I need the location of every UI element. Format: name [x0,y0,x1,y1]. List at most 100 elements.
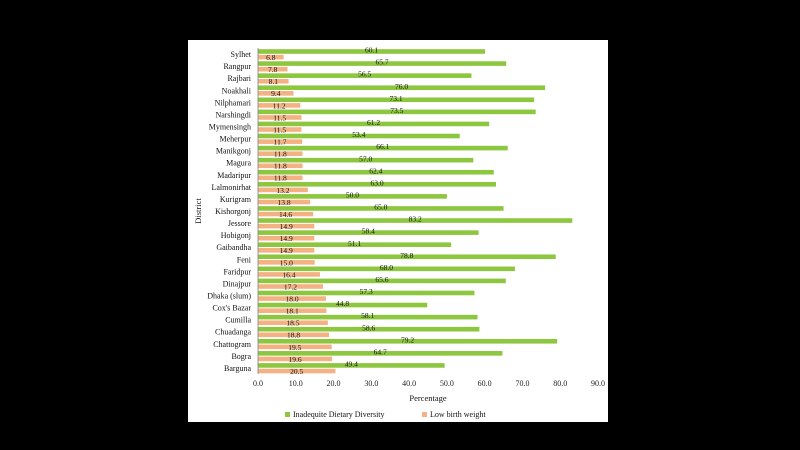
bar-dietary-diversity-hobigonj [258,230,479,235]
bar-low-birth-weight-madaripur [258,175,303,181]
bar-dietary-diversity-cox-s-bazar [258,302,428,308]
y-axis-title: District [193,198,203,224]
x-tick-label: 60.0 [478,379,492,388]
category-label-meherpur: Meherpur [219,135,251,144]
data-label-low-birth-weight-chattogram: 19.5 [288,343,301,352]
bar-low-birth-weight-lalmonirhat [258,187,308,193]
bar-low-birth-weight-chuadanga [258,332,330,338]
category-label-kishorgonj: Kishorgonj [215,207,251,216]
bars-layer [258,49,573,374]
bar-chart: 60.1 6.8 65.7 7.8 56.5 8.1 76.0 9.4 73.1 11.2 73.5… [193,46,605,419]
data-label-low-birth-weight-rajbari: 8.1 [269,77,279,86]
x-axis-title: Percentage [409,393,447,403]
data-label-dietary-diversity-narshingdi: 73.5 [390,106,403,115]
data-label-dietary-diversity-dhaka-slum: 57.3 [360,287,373,296]
data-label-dietary-diversity-gaibandha: 51.1 [348,239,361,248]
category-label-dinajpur: Dinajpur [223,279,252,288]
category-label-kurigram: Kurigram [220,195,252,204]
data-label-low-birth-weight-rangpur: 7.8 [268,65,278,74]
bar-low-birth-weight-dhaka-slum [258,296,326,301]
category-label-cox-s-bazar: Cox's Bazar [212,304,251,313]
data-label-low-birth-weight-madaripur: 11.8 [274,174,287,183]
data-label-dietary-diversity-manikgonj: 66.1 [376,142,389,151]
data-label-low-birth-weight-sylhet: 6.8 [266,53,276,62]
data-label-low-birth-weight-manikgonj: 11.8 [274,150,287,159]
legend-swatch-inadequate-dietary-diversity [285,412,290,417]
bar-low-birth-weight-rajbari [258,78,289,84]
bar-dietary-diversity-jessore [258,218,573,223]
data-label-dietary-diversity-cox-s-bazar: 44.8 [336,299,349,308]
bar-low-birth-weight-rangpur [258,66,288,72]
category-label-rangpur: Rangpur [223,62,251,71]
data-label-dietary-diversity-jessore: 83.2 [409,215,422,224]
bar-dietary-diversity-manikgonj [258,145,508,151]
category-label-bogra: Bogra [231,352,251,361]
category-label-barguna: Barguna [224,364,251,373]
bar-low-birth-weight-cox-s-bazar [258,308,327,313]
x-tick-label: 10.0 [289,379,303,388]
data-label-dietary-diversity-cumilla: 58.1 [361,311,374,320]
data-label-dietary-diversity-sylhet: 60.1 [365,46,378,55]
data-label-dietary-diversity-noakhali: 76.0 [395,82,408,91]
legend: Inadequite Dietary Diversity Low birth w… [285,410,486,419]
data-label-low-birth-weight-cox-s-bazar: 18.1 [286,307,299,316]
bar-low-birth-weight-jessore [258,223,315,229]
bar-low-birth-weight-sylhet [258,54,284,60]
bar-low-birth-weight-bogra [258,356,333,362]
bar-dietary-diversity-mymensingh [258,121,490,127]
x-ticks-layer: 0.0 10.0 20.0 30.0 40.0 50.0 60.0 70.0 80.0 90.0 [253,379,605,388]
bar-dietary-diversity-magura [258,157,474,163]
category-label-dhaka-slum: Dhaka (slum) [207,292,251,301]
bar-low-birth-weight-feni [258,260,315,265]
data-label-low-birth-weight-mymensingh: 11.5 [273,125,286,134]
bar-dietary-diversity-rangpur [258,61,507,66]
bar-low-birth-weight-magura [258,163,303,169]
category-label-magura: Magura [226,159,251,168]
bar-dietary-diversity-nilphamari [258,97,535,103]
data-label-low-birth-weight-kishorgonj: 14.6 [279,210,292,219]
category-label-sylhet: Sylhet [231,50,252,59]
data-label-dietary-diversity-rangpur: 65.7 [376,58,389,67]
category-label-chattogram: Chattogram [213,340,252,349]
bar-low-birth-weight-meherpur [258,139,303,144]
bar-dietary-diversity-gaibandha [258,242,452,247]
data-label-dietary-diversity-lalmonirhat: 63.0 [370,178,383,187]
x-tick-label: 20.0 [327,379,341,388]
data-labels-layer: 60.1 6.8 65.7 7.8 56.5 8.1 76.0 9.4 73.1 11.2 73.5… [266,46,422,376]
data-label-low-birth-weight-feni: 15.0 [280,258,293,267]
category-label-nilphamari: Nilphamari [215,98,252,107]
data-label-dietary-diversity-dinajpur: 65.6 [375,275,388,284]
data-label-low-birth-weight-magura: 11.8 [274,162,287,171]
bar-dietary-diversity-rajbari [258,73,472,78]
data-label-dietary-diversity-mymensingh: 61.2 [367,118,380,127]
legend-label-low-birth-weight: Low birth weight [430,410,486,419]
bar-dietary-diversity-barguna [258,363,445,368]
bar-dietary-diversity-dhaka-slum [258,290,475,296]
bar-low-birth-weight-hobigonj [258,235,315,241]
bar-dietary-diversity-kishorgonj [258,206,504,211]
data-label-dietary-diversity-chuadanga: 58.6 [362,323,375,332]
category-label-madaripur: Madaripur [217,171,251,180]
bar-dietary-diversity-sylhet [258,49,486,54]
x-tick-label: 90.0 [591,379,605,388]
legend-swatch-low-birth-weight [422,412,427,417]
data-label-low-birth-weight-noakhali: 9.4 [271,89,281,98]
category-labels-layer: Sylhet Rangpur Rajbari Noakhali Nilphamari Na… [207,50,252,373]
bar-low-birth-weight-barguna [258,368,336,374]
bar-low-birth-weight-kurigram [258,199,311,205]
legend-label-inadequate-dietary-diversity: Inadequite Dietary Diversity [293,410,385,419]
data-label-dietary-diversity-meherpur: 53.4 [352,130,365,139]
data-label-dietary-diversity-nilphamari: 73.1 [390,94,403,103]
bar-dietary-diversity-madaripur [258,169,494,175]
data-label-low-birth-weight-faridpur: 16.4 [282,270,295,279]
x-tick-label: 40.0 [402,379,416,388]
data-label-low-birth-weight-meherpur: 11.7 [274,138,287,147]
data-label-low-birth-weight-narshingdi: 11.5 [273,113,286,122]
data-label-low-birth-weight-jessore: 14.9 [280,222,293,231]
data-label-dietary-diversity-bogra: 64.7 [374,347,387,356]
data-label-dietary-diversity-magura: 57.0 [359,154,372,163]
data-label-dietary-diversity-barguna: 49.4 [345,360,358,369]
category-label-faridpur: Faridpur [223,267,251,276]
category-label-noakhali: Noakhali [222,86,252,95]
data-label-low-birth-weight-dinajpur: 17.2 [284,282,297,291]
